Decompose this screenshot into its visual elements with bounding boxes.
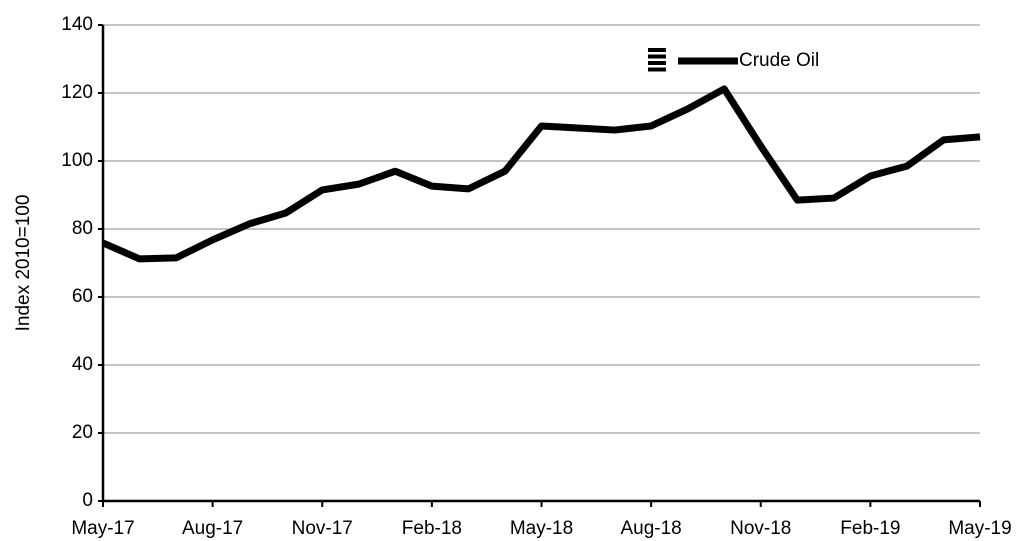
x-tick-label: May-19 <box>948 518 1011 539</box>
legend-icon <box>648 54 666 59</box>
legend-icon <box>648 48 666 52</box>
y-axis-title: Index 2010=100 <box>13 195 34 332</box>
y-tick-label: 80 <box>72 218 93 239</box>
y-tick-label: 20 <box>72 422 93 443</box>
legend-icon <box>648 67 666 72</box>
x-tick-label: May-18 <box>510 518 573 539</box>
legend-icon <box>648 61 666 65</box>
x-tick-label: May-17 <box>71 518 134 539</box>
x-tick-label: Nov-18 <box>730 518 791 539</box>
x-tick-label: Feb-18 <box>402 518 462 539</box>
y-tick-label: 140 <box>61 14 93 35</box>
legend-label: Crude Oil <box>739 50 819 71</box>
x-tick-label: Aug-17 <box>182 518 243 539</box>
y-tick-label: 0 <box>82 490 93 511</box>
x-tick-label: Feb-19 <box>840 518 900 539</box>
line-series <box>101 85 981 263</box>
y-tick-label: 120 <box>61 82 93 103</box>
x-tick-label: Aug-18 <box>620 518 681 539</box>
y-tick-label: 60 <box>72 286 93 307</box>
x-tick-label: Nov-17 <box>292 518 353 539</box>
y-tick-label: 40 <box>72 354 93 375</box>
y-tick-label: 100 <box>61 150 93 171</box>
